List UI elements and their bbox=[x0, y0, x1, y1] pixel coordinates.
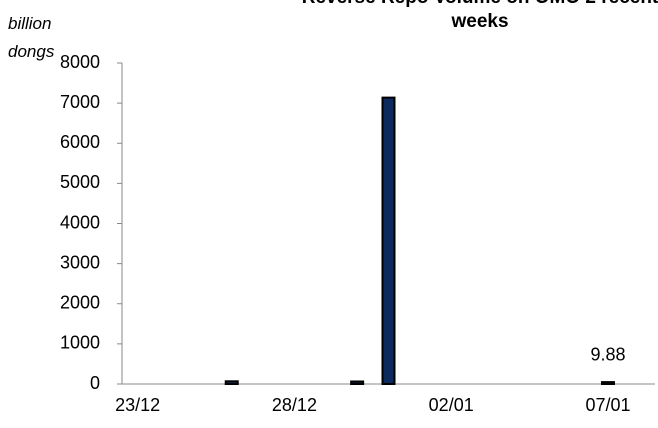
x-tick-label: 07/01 bbox=[585, 395, 630, 415]
x-tick-label: 23/12 bbox=[115, 395, 160, 415]
y-tick-label: 2000 bbox=[60, 293, 100, 313]
y-tick-label: 6000 bbox=[60, 132, 100, 152]
bar bbox=[600, 381, 615, 386]
data-label: 9.88 bbox=[590, 344, 625, 364]
y-tick-label: 7000 bbox=[60, 92, 100, 112]
y-axis-label: billion dongs bbox=[8, 14, 55, 61]
bar bbox=[381, 96, 396, 386]
chart-title: Reverse Repo Volume on OMO 2 recent week… bbox=[302, 0, 658, 32]
y-tick-label: 3000 bbox=[60, 252, 100, 272]
y-tick-label: 1000 bbox=[60, 333, 100, 353]
y-tick-label: 5000 bbox=[60, 172, 100, 192]
y-tick-label: 0 bbox=[90, 373, 100, 393]
x-tick-label: 28/12 bbox=[272, 395, 317, 415]
y-tick-label: 8000 bbox=[60, 52, 100, 72]
bar bbox=[350, 380, 365, 386]
bar bbox=[224, 380, 239, 386]
x-tick-label: 02/01 bbox=[429, 395, 474, 415]
y-tick-label: 4000 bbox=[60, 212, 100, 232]
